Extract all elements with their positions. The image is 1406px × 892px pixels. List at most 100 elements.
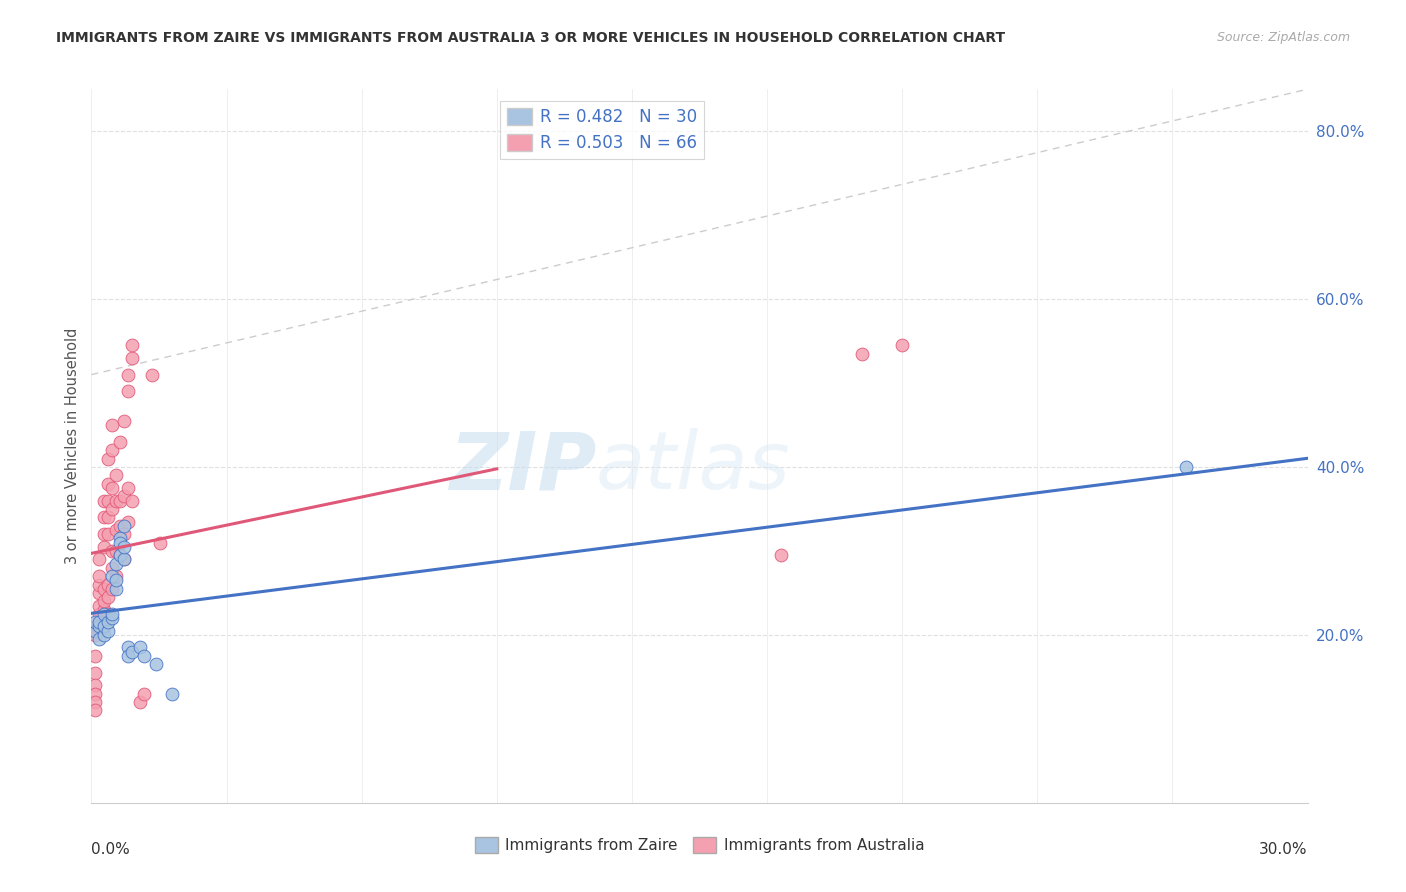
Point	[112, 518, 135, 533]
Point	[769, 548, 792, 562]
Text: Source: ZipAtlas.com: Source: ZipAtlas.com	[1216, 31, 1350, 45]
Point	[104, 582, 127, 596]
Point	[121, 645, 143, 659]
Point	[84, 628, 107, 642]
Point	[121, 351, 143, 365]
Point	[97, 577, 120, 591]
Point	[132, 687, 155, 701]
Point	[84, 619, 107, 633]
Point	[1175, 460, 1198, 475]
Point	[89, 607, 111, 621]
Point	[93, 615, 115, 630]
Point	[112, 552, 135, 566]
Point	[108, 493, 131, 508]
Y-axis label: 3 or more Vehicles in Household: 3 or more Vehicles in Household	[65, 328, 80, 564]
Point	[104, 523, 127, 537]
Point	[141, 368, 163, 382]
Point	[108, 518, 131, 533]
Legend: R = 0.482   N = 30, R = 0.503   N = 66: R = 0.482 N = 30, R = 0.503 N = 66	[501, 101, 704, 159]
Point	[100, 481, 122, 495]
Point	[97, 510, 120, 524]
Point	[93, 582, 115, 596]
Point	[104, 557, 127, 571]
Text: 30.0%: 30.0%	[1260, 842, 1308, 857]
Point	[93, 493, 115, 508]
Point	[84, 648, 107, 663]
Point	[97, 624, 120, 638]
Point	[89, 586, 111, 600]
Point	[93, 603, 115, 617]
Point	[104, 493, 127, 508]
Point	[93, 527, 115, 541]
Point	[97, 607, 120, 621]
Point	[89, 552, 111, 566]
Point	[93, 619, 115, 633]
Point	[149, 535, 172, 549]
Point	[162, 687, 184, 701]
Point	[93, 540, 115, 554]
Point	[129, 695, 152, 709]
Point	[112, 540, 135, 554]
Point	[97, 493, 120, 508]
Point	[121, 338, 143, 352]
Point	[100, 569, 122, 583]
Point	[93, 594, 115, 608]
Point	[84, 703, 107, 717]
Point	[108, 548, 131, 562]
Point	[104, 468, 127, 483]
Point	[108, 532, 131, 546]
Point	[117, 384, 139, 399]
Point	[117, 481, 139, 495]
Point	[93, 510, 115, 524]
Point	[97, 615, 120, 630]
Point	[132, 648, 155, 663]
Point	[112, 527, 135, 541]
Point	[84, 624, 107, 638]
Point	[89, 624, 111, 638]
Text: 0.0%: 0.0%	[91, 842, 131, 857]
Point	[851, 346, 873, 360]
Point	[108, 434, 131, 449]
Point	[97, 451, 120, 466]
Point	[112, 414, 135, 428]
Point	[108, 535, 131, 549]
Point	[145, 657, 167, 672]
Point	[117, 648, 139, 663]
Text: ZIP: ZIP	[449, 428, 596, 507]
Point	[117, 640, 139, 655]
Point	[89, 577, 111, 591]
Point	[84, 678, 107, 692]
Point	[129, 640, 152, 655]
Point	[104, 574, 127, 588]
Point	[100, 417, 122, 432]
Point	[112, 552, 135, 566]
Point	[121, 493, 143, 508]
Point	[97, 476, 120, 491]
Point	[112, 489, 135, 503]
Text: atlas: atlas	[596, 428, 790, 507]
Point	[100, 607, 122, 621]
Point	[93, 628, 115, 642]
Point	[89, 599, 111, 613]
Point	[108, 548, 131, 562]
Point	[100, 560, 122, 574]
Point	[97, 527, 120, 541]
Point	[104, 544, 127, 558]
Point	[100, 544, 122, 558]
Point	[89, 619, 111, 633]
Point	[89, 569, 111, 583]
Point	[84, 695, 107, 709]
Point	[84, 687, 107, 701]
Point	[117, 515, 139, 529]
Point	[104, 569, 127, 583]
Point	[84, 615, 107, 630]
Point	[89, 615, 111, 630]
Point	[84, 665, 107, 680]
Text: IMMIGRANTS FROM ZAIRE VS IMMIGRANTS FROM AUSTRALIA 3 OR MORE VEHICLES IN HOUSEHO: IMMIGRANTS FROM ZAIRE VS IMMIGRANTS FROM…	[56, 31, 1005, 45]
Point	[89, 615, 111, 630]
Point	[100, 443, 122, 458]
Point	[100, 611, 122, 625]
Point	[93, 607, 115, 621]
Point	[100, 582, 122, 596]
Point	[97, 590, 120, 604]
